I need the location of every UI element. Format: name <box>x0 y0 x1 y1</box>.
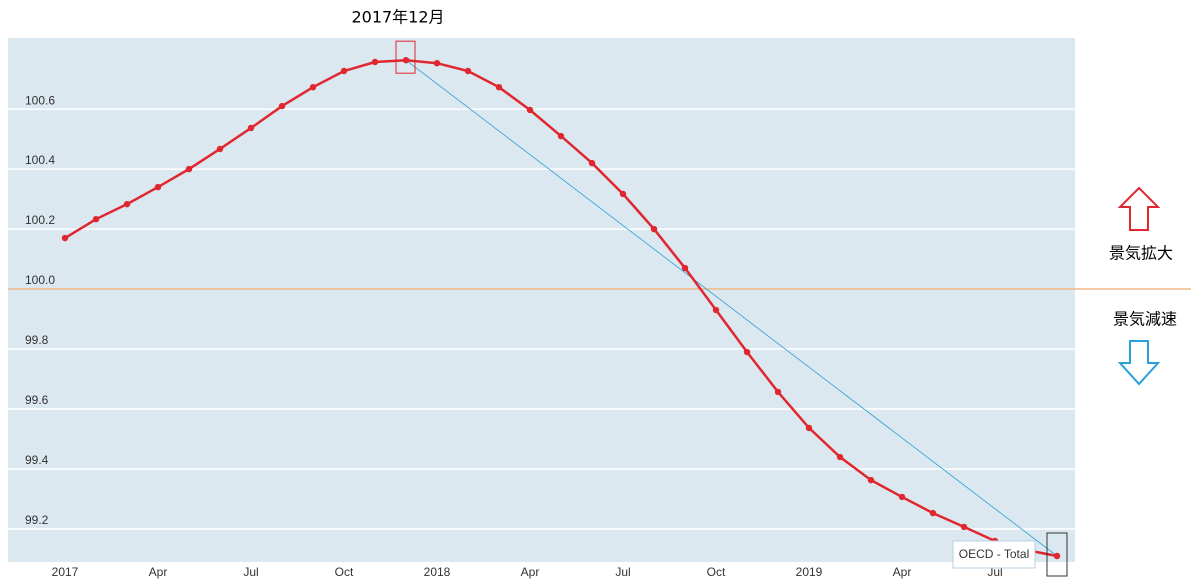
point <box>836 453 844 461</box>
point <box>743 348 751 356</box>
point <box>526 106 534 114</box>
y-tick-label: 99.2 <box>25 513 49 527</box>
point <box>495 83 503 91</box>
point <box>402 56 410 64</box>
point <box>278 102 286 110</box>
point <box>681 264 689 272</box>
x-tick-label: Jul <box>987 565 1002 579</box>
point <box>185 165 193 173</box>
legend-box <box>952 540 1036 569</box>
y-tick-label: 100.6 <box>25 93 55 107</box>
y-tick-label: 100.0 <box>25 273 55 287</box>
y-tick-label: 99.8 <box>25 333 49 347</box>
point <box>92 215 100 223</box>
point <box>309 83 317 91</box>
x-tick-label: Oct <box>707 565 726 579</box>
point <box>247 124 255 132</box>
x-tick-label: Apr <box>893 565 912 579</box>
point <box>61 234 69 242</box>
point <box>712 306 720 314</box>
y-tick-label: 100.4 <box>25 153 55 167</box>
y-tick-label: 99.4 <box>25 453 49 467</box>
point <box>805 424 813 432</box>
down-arrow <box>1117 340 1161 386</box>
point <box>929 509 937 517</box>
point <box>371 58 379 66</box>
trend-line <box>405 59 1058 557</box>
x-tick-label: Oct <box>335 565 354 579</box>
point <box>557 132 565 140</box>
x-tick-label: Apr <box>149 565 168 579</box>
point <box>960 523 968 531</box>
y-tick-label: 100.2 <box>25 213 55 227</box>
point <box>154 183 162 191</box>
x-tick-label: 2018 <box>424 565 451 579</box>
point <box>619 190 627 198</box>
point <box>774 388 782 396</box>
point <box>650 225 658 233</box>
x-tick-label: 2017 <box>52 565 79 579</box>
point <box>588 159 596 167</box>
legend-label: OECD - Total <box>959 547 1029 561</box>
x-tick-label: Jul <box>243 565 258 579</box>
annotation: 2017年12月 <box>351 8 444 27</box>
point <box>216 145 224 153</box>
point <box>464 67 472 75</box>
point <box>898 493 906 501</box>
x-tick-label: Jul <box>615 565 630 579</box>
label-down: 景気減速 <box>1113 310 1177 329</box>
plot-area <box>8 38 1075 562</box>
peak-box <box>395 40 416 74</box>
x-tick-label: 2019 <box>796 565 823 579</box>
point <box>123 200 131 208</box>
last-box <box>1046 532 1068 577</box>
x-tick-label: Apr <box>521 565 540 579</box>
label-up: 景気拡大 <box>1109 244 1173 263</box>
point <box>340 67 348 75</box>
up-arrow <box>1117 186 1161 231</box>
point <box>867 476 875 484</box>
point <box>1053 552 1061 560</box>
y-tick-label: 99.6 <box>25 393 49 407</box>
point <box>433 59 441 67</box>
